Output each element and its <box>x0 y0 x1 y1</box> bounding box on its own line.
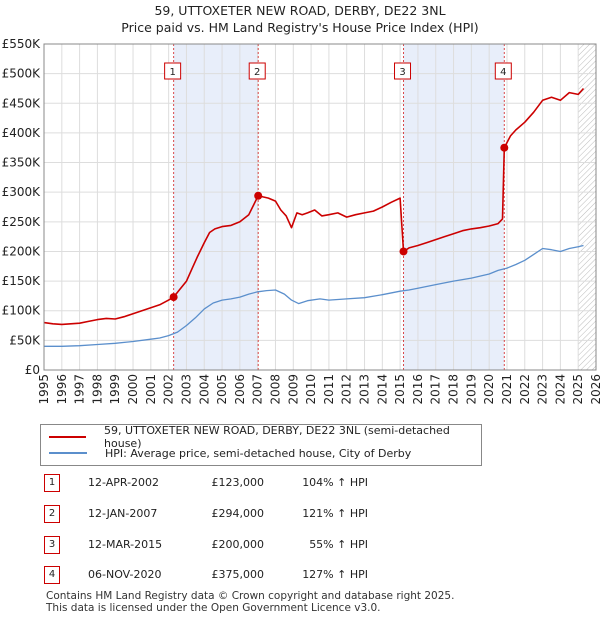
x-tick-label: 2007 <box>251 374 265 405</box>
x-tick-label: 2005 <box>215 374 229 405</box>
transaction-point <box>399 247 408 256</box>
table-row: 3 12-MAR-2015 £200,000 55% ↑ HPI <box>0 534 600 556</box>
transaction-number: 4 <box>44 566 60 584</box>
price-paid-line <box>43 87 585 326</box>
legend: 59, UTTOXETER NEW ROAD, DERBY, DE22 3NL … <box>40 424 482 466</box>
x-tick-label: 2002 <box>162 374 176 405</box>
transaction-price: £123,000 <box>211 476 265 489</box>
x-tick-label: 2010 <box>304 374 318 405</box>
chart-subtitle: Price paid vs. HM Land Registry's House … <box>121 20 479 35</box>
table-row: 1 12-APR-2002 £123,000 104% ↑ HPI <box>0 472 600 494</box>
transaction-marker-box <box>394 62 412 80</box>
y-tick-label: £300K <box>2 185 42 199</box>
x-tick-label: 2003 <box>179 374 193 405</box>
transaction-number: 1 <box>44 474 60 492</box>
x-tick-label: 2013 <box>358 374 372 405</box>
x-tick-label: 1999 <box>108 374 122 405</box>
legend-swatch-hpi <box>49 452 87 454</box>
x-tick-label: 2023 <box>536 374 550 405</box>
y-tick-label: £50K <box>9 333 41 347</box>
x-tick-label: 2019 <box>464 374 478 405</box>
x-tick-label: 2012 <box>340 374 354 405</box>
transaction-price: £294,000 <box>211 507 265 520</box>
x-tick-label: 2024 <box>553 374 567 405</box>
x-tick-label: 2008 <box>268 374 282 405</box>
x-tick-label: 2018 <box>447 374 461 405</box>
y-tick-label: £250K <box>2 215 42 229</box>
y-tick-label: £450K <box>2 96 42 110</box>
chart-title: 59, UTTOXETER NEW ROAD, DERBY, DE22 3NL <box>154 3 446 18</box>
y-tick-label: £550K <box>2 37 42 51</box>
transaction-marker-label: 3 <box>399 67 405 78</box>
transaction-date: 12-APR-2002 <box>88 476 160 489</box>
x-tick-label: 2021 <box>500 374 514 405</box>
plot-border <box>43 43 597 371</box>
transaction-date: 06-NOV-2020 <box>88 568 162 581</box>
transaction-marker-box <box>494 62 512 80</box>
transaction-hpi-change: 55% ↑ HPI <box>309 538 368 551</box>
transaction-number: 2 <box>44 505 60 523</box>
transaction-date: 12-JAN-2007 <box>88 507 158 520</box>
forecast-hatch <box>578 44 596 370</box>
x-tick-label: 2011 <box>322 374 336 405</box>
shaded-period <box>173 44 259 370</box>
x-tick-label: 2015 <box>393 374 407 405</box>
transaction-price: £375,000 <box>211 568 265 581</box>
legend-label-hpi: HPI: Average price, semi-detached house,… <box>105 446 412 460</box>
x-tick-label: 2014 <box>375 374 389 405</box>
footer-licence: This data is licensed under the Open Gov… <box>46 602 381 614</box>
transaction-point <box>500 143 509 152</box>
x-tick-label: 1997 <box>73 374 87 405</box>
y-tick-label: £500K <box>2 67 42 81</box>
x-tick-label: 1998 <box>90 374 104 405</box>
plot-area <box>44 44 596 370</box>
transaction-point <box>254 191 263 200</box>
legend-label-price: 59, UTTOXETER NEW ROAD, DERBY, DE22 3NL … <box>104 424 450 450</box>
transaction-point <box>169 293 178 302</box>
transaction-marker-box <box>248 62 266 80</box>
x-tick-label: 2026 <box>589 374 600 405</box>
y-tick-label: £150K <box>2 274 42 288</box>
x-tick-label: 2009 <box>286 374 300 405</box>
transaction-marker-label: 2 <box>254 67 260 78</box>
legend-swatch-price <box>49 436 87 438</box>
y-tick-label: £350K <box>2 156 42 170</box>
table-row: 4 06-NOV-2020 £375,000 127% ↑ HPI <box>0 564 600 586</box>
x-tick-label: 2006 <box>233 374 247 405</box>
transaction-hpi-change: 127% ↑ HPI <box>302 568 368 581</box>
transaction-date: 12-MAR-2015 <box>88 538 163 551</box>
legend-item-price: 59, UTTOXETER NEW ROAD, DERBY, DE22 3NL … <box>49 424 481 450</box>
legend-item-hpi: HPI: Average price, semi-detached house,… <box>49 446 411 460</box>
x-tick-label: 2000 <box>126 374 140 405</box>
x-tick-label: 2004 <box>197 374 211 405</box>
x-tick-label: 2025 <box>571 374 585 405</box>
table-row: 2 12-JAN-2007 £294,000 121% ↑ HPI <box>0 503 600 525</box>
y-tick-label: £0 <box>25 363 40 377</box>
footer-copyright: Contains HM Land Registry data © Crown c… <box>46 590 455 602</box>
transaction-number: 3 <box>44 536 60 554</box>
x-tick-label: 1996 <box>55 374 69 405</box>
price-chart: £0 £50K £100K £150K £200K £250K £300K £350K £400… <box>2 37 600 405</box>
y-tick-label: £400K <box>2 126 42 140</box>
transaction-marker-box <box>164 62 182 80</box>
y-tick-label: £100K <box>2 304 42 318</box>
transaction-hpi-change: 104% ↑ HPI <box>302 476 368 489</box>
transaction-price: £200,000 <box>211 538 265 551</box>
y-tick-label: £200K <box>2 244 42 258</box>
x-tick-label: 2001 <box>144 374 158 405</box>
x-tick-label: 2020 <box>482 374 496 405</box>
transaction-marker-label: 1 <box>169 67 175 78</box>
hpi-line <box>44 244 584 347</box>
transaction-hpi-change: 121% ↑ HPI <box>302 507 368 520</box>
x-tick-label: 1995 <box>37 374 51 405</box>
x-tick-label: 2016 <box>411 374 425 405</box>
x-tick-label: 2022 <box>518 374 532 405</box>
x-tick-label: 2017 <box>429 374 443 405</box>
transaction-marker-label: 4 <box>500 67 506 78</box>
